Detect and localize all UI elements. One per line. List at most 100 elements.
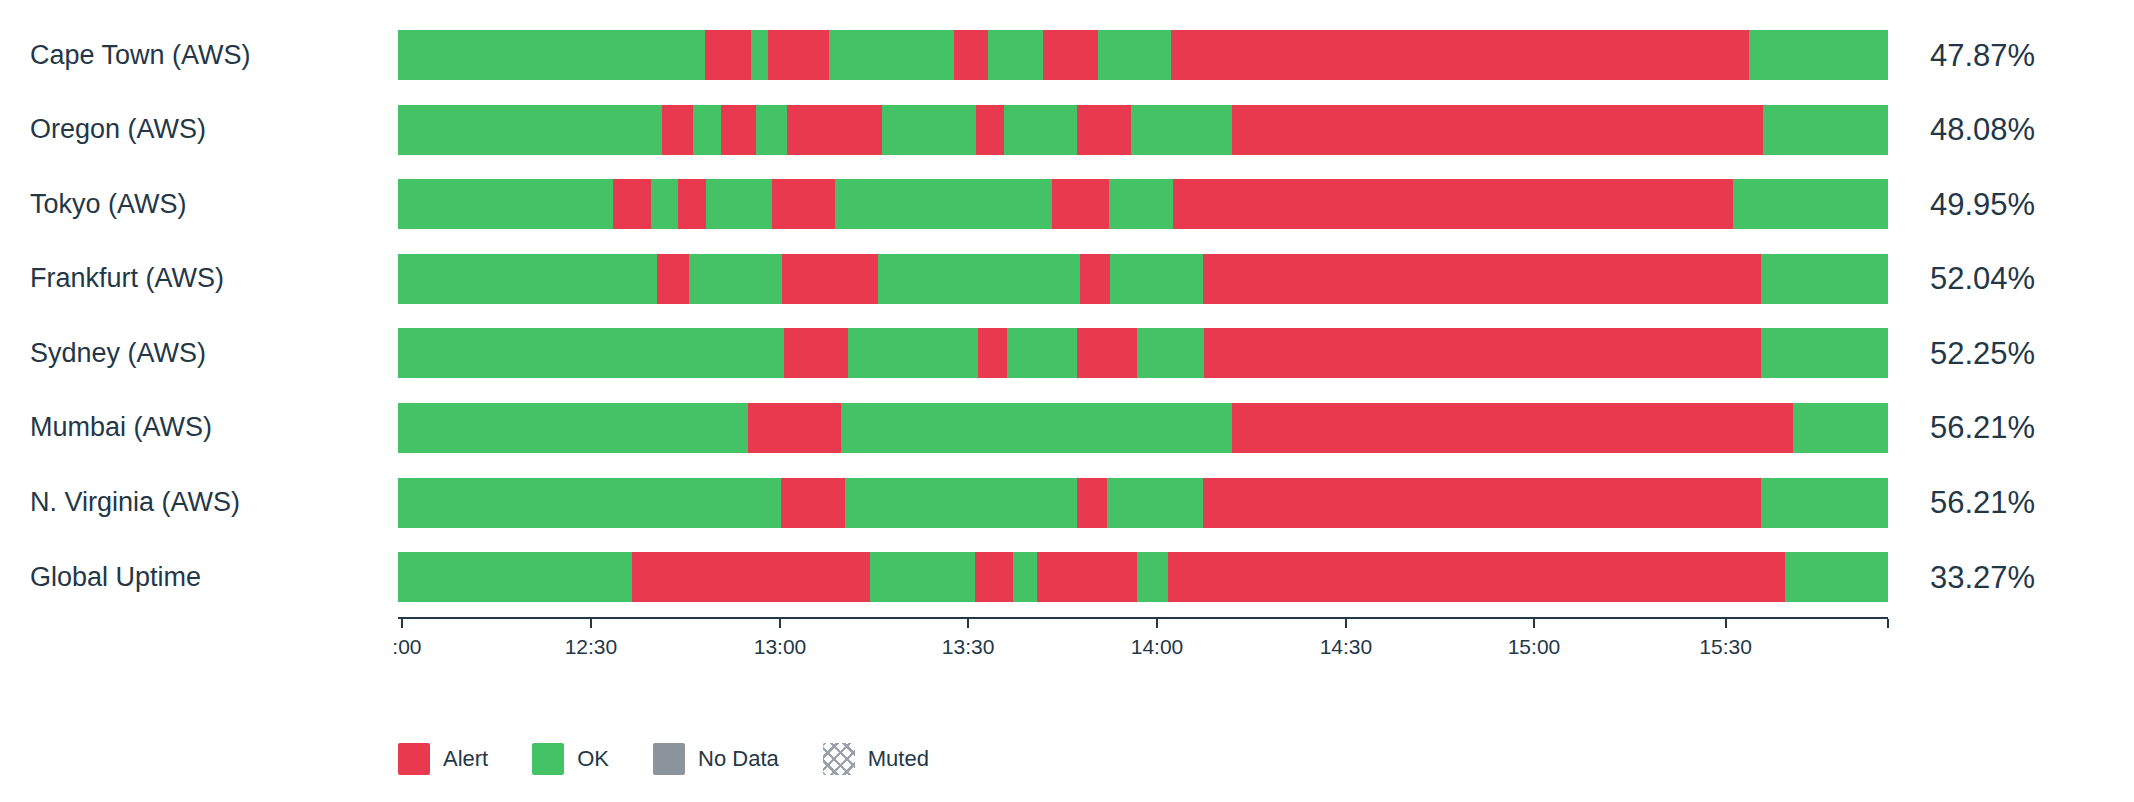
segment-alert[interactable]: [978, 328, 1008, 378]
status-bar: [398, 552, 1888, 602]
segment-ok[interactable]: [398, 403, 748, 453]
segment-ok[interactable]: [398, 552, 632, 602]
segment-alert[interactable]: [1080, 254, 1110, 304]
segment-alert[interactable]: [721, 105, 755, 155]
segment-ok[interactable]: [1098, 30, 1171, 80]
segment-ok[interactable]: [398, 478, 781, 528]
segment-ok[interactable]: [1137, 328, 1204, 378]
axis-tick-label: 12:30: [565, 635, 618, 659]
segment-ok[interactable]: [1733, 179, 1888, 229]
segment-ok[interactable]: [689, 254, 783, 304]
row-label: Mumbai (AWS): [0, 414, 398, 441]
segment-ok[interactable]: [651, 179, 678, 229]
axis-tick-label: 13:00: [754, 635, 807, 659]
segment-ok[interactable]: [398, 328, 784, 378]
segment-alert[interactable]: [678, 179, 706, 229]
status-bar: [398, 254, 1888, 304]
segment-ok[interactable]: [1761, 254, 1888, 304]
segment-ok[interactable]: [882, 105, 976, 155]
segment-alert[interactable]: [705, 30, 751, 80]
segment-alert[interactable]: [1168, 552, 1785, 602]
segment-alert[interactable]: [1077, 478, 1107, 528]
segment-alert[interactable]: [662, 105, 693, 155]
segment-alert[interactable]: [954, 30, 988, 80]
segment-alert[interactable]: [613, 179, 652, 229]
segment-ok[interactable]: [988, 30, 1043, 80]
segment-alert[interactable]: [781, 478, 845, 528]
segment-alert[interactable]: [782, 254, 877, 304]
segment-alert[interactable]: [1204, 328, 1761, 378]
segment-alert[interactable]: [784, 328, 848, 378]
legend-label: No Data: [698, 746, 779, 772]
segment-ok[interactable]: [1785, 552, 1888, 602]
segment-alert[interactable]: [1052, 179, 1109, 229]
segment-ok[interactable]: [1131, 105, 1232, 155]
segment-alert[interactable]: [1203, 478, 1762, 528]
segment-alert[interactable]: [1037, 552, 1137, 602]
segment-alert[interactable]: [1173, 179, 1733, 229]
segment-ok[interactable]: [1013, 552, 1037, 602]
segment-ok[interactable]: [870, 552, 974, 602]
nodata-swatch-icon: [653, 743, 685, 775]
segment-ok[interactable]: [845, 478, 1077, 528]
segment-ok[interactable]: [878, 254, 1081, 304]
segment-ok[interactable]: [848, 328, 978, 378]
segment-alert[interactable]: [632, 552, 870, 602]
segment-ok[interactable]: [835, 179, 1053, 229]
segment-ok[interactable]: [398, 30, 705, 80]
segment-ok[interactable]: [693, 105, 721, 155]
segment-alert[interactable]: [772, 179, 835, 229]
legend-item-muted[interactable]: Muted: [823, 743, 929, 775]
axis-tick: [401, 619, 403, 628]
uptime-value: 52.04%: [1888, 263, 2134, 294]
segment-alert[interactable]: [975, 552, 1014, 602]
timeline-row: Sydney (AWS)52.25%: [0, 328, 2134, 378]
segment-ok[interactable]: [829, 30, 954, 80]
segment-alert[interactable]: [1232, 403, 1792, 453]
segment-ok[interactable]: [1109, 179, 1173, 229]
segment-alert[interactable]: [1043, 30, 1098, 80]
segment-ok[interactable]: [841, 403, 1233, 453]
segment-ok[interactable]: [1137, 552, 1168, 602]
segment-alert[interactable]: [768, 30, 829, 80]
segment-ok[interactable]: [751, 30, 767, 80]
segment-alert[interactable]: [1171, 30, 1749, 80]
time-axis: :0012:3013:0013:3014:0014:3015:0015:30: [398, 617, 1888, 669]
muted-swatch-icon: [823, 743, 855, 775]
legend-right-spacer: [1888, 743, 2134, 775]
segment-ok[interactable]: [398, 179, 613, 229]
segment-alert[interactable]: [1203, 254, 1762, 304]
segment-alert[interactable]: [1232, 105, 1762, 155]
segment-ok[interactable]: [1761, 328, 1888, 378]
row-label: Cape Town (AWS): [0, 42, 398, 69]
segment-ok[interactable]: [1004, 105, 1077, 155]
segment-ok[interactable]: [756, 105, 787, 155]
legend-item-ok[interactable]: OK: [532, 743, 609, 775]
legend-item-nodata[interactable]: No Data: [653, 743, 779, 775]
axis-tick: [967, 619, 969, 628]
segment-ok[interactable]: [1749, 30, 1888, 80]
segment-ok[interactable]: [1107, 478, 1202, 528]
segment-ok[interactable]: [398, 254, 657, 304]
segment-ok[interactable]: [1007, 328, 1077, 378]
status-bar: [398, 105, 1888, 155]
segment-alert[interactable]: [657, 254, 688, 304]
axis-right-spacer: [1888, 617, 2134, 669]
timeline-row: N. Virginia (AWS)56.21%: [0, 478, 2134, 528]
segment-alert[interactable]: [748, 403, 840, 453]
segment-ok[interactable]: [706, 179, 772, 229]
segment-ok[interactable]: [1793, 403, 1888, 453]
segment-alert[interactable]: [976, 105, 1004, 155]
segment-ok[interactable]: [1110, 254, 1202, 304]
segment-alert[interactable]: [1077, 328, 1137, 378]
legend-item-alert[interactable]: Alert: [398, 743, 488, 775]
segment-ok[interactable]: [1763, 105, 1888, 155]
uptime-value: 48.08%: [1888, 114, 2134, 145]
axis-tick: [1156, 619, 1158, 628]
segment-alert[interactable]: [787, 105, 882, 155]
segment-ok[interactable]: [398, 105, 662, 155]
segment-alert[interactable]: [1077, 105, 1131, 155]
status-bar: [398, 403, 1888, 453]
segment-ok[interactable]: [1761, 478, 1888, 528]
axis-tick-label: 14:00: [1131, 635, 1184, 659]
